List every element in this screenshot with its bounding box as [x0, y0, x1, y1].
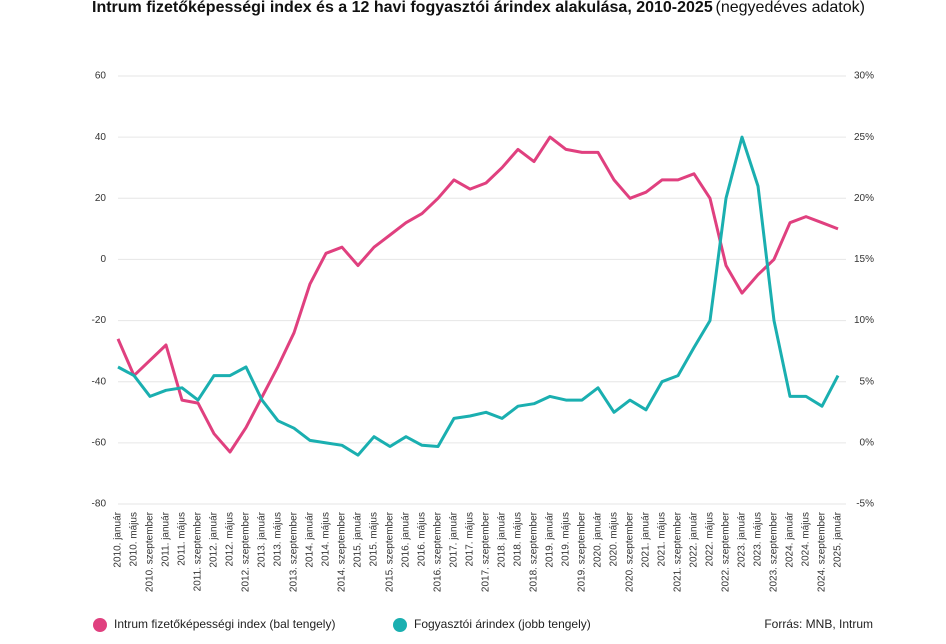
x-tick-label: 2010. szeptember [145, 511, 156, 592]
x-tick-label: 2010. május [129, 512, 140, 566]
x-tick-label: 2016. május [417, 512, 428, 566]
x-tick-label: 2011. szeptember [193, 511, 204, 591]
legend-label: Intrum fizetőképességi index (bal tengel… [114, 617, 335, 631]
y2-tick-label: 10% [854, 315, 874, 326]
x-tick-label: 2013. május [273, 512, 284, 566]
legend-label: Fogyasztói árindex (jobb tengely) [414, 617, 591, 631]
y-tick-label: 40 [95, 132, 107, 143]
series-line [116, 135, 839, 454]
x-tick-label: 2015. május [369, 512, 380, 566]
y2-tick-label: -5% [856, 499, 874, 510]
x-tick-label: 2011. május [177, 512, 188, 566]
x-tick-label: 2023. szeptember [769, 511, 780, 592]
x-tick-label: 2024. január [785, 511, 796, 567]
x-tick-label: 2017. szeptember [481, 511, 492, 592]
x-tick-label: 2019. május [561, 512, 572, 566]
x-tick-label: 2020. május [609, 512, 620, 566]
x-tick-label: 2013. január [257, 511, 268, 567]
x-tick-label: 2018. szeptember [529, 511, 540, 592]
x-tick-label: 2015. szeptember [385, 511, 396, 592]
x-tick-label: 2019. szeptember [577, 511, 588, 592]
x-tick-label: 2022. január [689, 511, 700, 567]
y-tick-label: -80 [92, 499, 107, 510]
y-tick-label: 20 [95, 193, 107, 204]
y-tick-label: -20 [92, 315, 107, 326]
x-tick-label: 2020. január [593, 511, 604, 567]
x-tick-label: 2020. szeptember [625, 511, 636, 592]
x-tick-label: 2016. január [401, 511, 412, 567]
legend-swatch [393, 618, 407, 632]
x-tick-label: 2015. január [353, 511, 364, 567]
x-tick-label: 2016. szeptember [433, 511, 444, 592]
y-tick-label: -60 [92, 437, 107, 448]
subtitle: (negyedéves adatok) [716, 0, 865, 16]
series-line [117, 135, 840, 457]
x-tick-label: 2014. május [321, 512, 332, 566]
x-tick-label: 2024. szeptember [817, 511, 828, 592]
x-tick-label: 2017. május [465, 512, 476, 566]
x-tick-label: 2022. szeptember [721, 511, 732, 592]
x-tick-label: 2023. május [753, 512, 764, 566]
x-tick-label: 2012. január [209, 511, 220, 567]
y-tick-label: -40 [92, 376, 107, 387]
x-tick-label: 2021. szeptember [673, 511, 684, 592]
x-tick-label: 2012. szeptember [241, 511, 252, 592]
x-tick-label: 2017. január [449, 511, 460, 567]
legend-swatch [93, 618, 107, 632]
y-tick-label: 60 [95, 71, 107, 82]
y-tick-label: 0 [100, 254, 106, 265]
y2-tick-label: 30% [854, 71, 874, 82]
x-tick-label: 2013. szeptember [289, 511, 300, 592]
source: Forrás: MNB, Intrum [764, 617, 873, 631]
x-tick-label: 2021. május [657, 512, 668, 566]
y2-tick-label: 20% [854, 193, 874, 204]
x-tick-label: 2012. május [225, 512, 236, 566]
x-tick-label: 2019. január [545, 511, 556, 567]
x-tick-label: 2023. január [737, 511, 748, 567]
y2-tick-label: 5% [860, 376, 875, 387]
x-tick-label: 2021. január [641, 511, 652, 567]
y2-tick-label: 15% [854, 254, 874, 265]
chart-title: Intrum fizetőképességi index és a 12 hav… [92, 0, 865, 16]
x-tick-label: 2011. január [161, 511, 172, 567]
x-tick-label: 2018. január [497, 511, 508, 567]
y2-tick-label: 25% [854, 132, 874, 143]
y2-tick-label: 0% [860, 437, 875, 448]
x-tick-label: 2024. május [801, 512, 812, 566]
x-tick-label: 2014. január [305, 511, 316, 567]
x-tick-label: 2018. május [513, 512, 524, 566]
x-tick-label: 2022. május [705, 512, 716, 566]
x-tick-label: 2010. január [113, 511, 124, 567]
title: Intrum fizetőképességi index és a 12 hav… [92, 0, 713, 16]
x-tick-label: 2025. január [833, 511, 844, 567]
x-tick-label: 2014. szeptember [337, 511, 348, 592]
